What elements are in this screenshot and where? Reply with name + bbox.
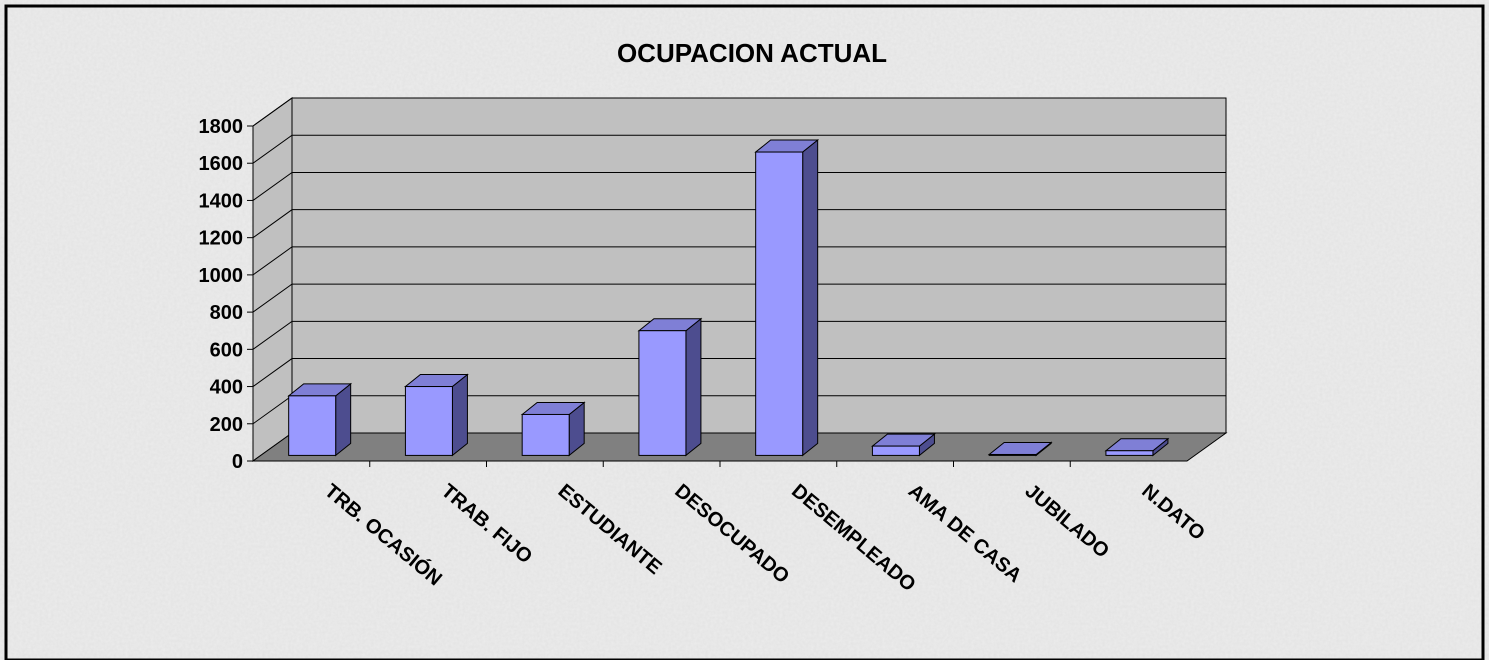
bar [520,401,586,457]
y-tick-label: 1600 [199,153,244,175]
bar-side [451,373,468,457]
grid-line [252,320,1226,350]
bar [987,441,1053,457]
bar-front [871,445,920,456]
y-tick-label: 600 [210,339,243,361]
floor [251,432,1228,462]
bar-front [1105,450,1154,456]
y-tick-label: 1200 [199,228,244,250]
bar-front [988,453,1037,456]
bar [287,382,353,457]
y-tick-label: 800 [210,302,243,324]
grid-line [252,358,1226,387]
y-tick-label: 400 [210,377,243,399]
y-tick-label: 1400 [199,190,244,212]
y-tick-label: 1800 [199,116,244,138]
bar-front [638,330,687,456]
bar-front [755,151,804,456]
y-tick-label: 1000 [199,265,244,287]
grid-line [252,134,1226,164]
side-wall [252,97,293,462]
chart-title: OCUPACION ACTUAL [617,38,887,68]
bar [754,138,820,457]
grid-line [252,209,1226,239]
grid-line [252,171,1226,201]
bar-side [685,317,702,457]
bar [403,373,469,457]
grid-line [252,97,1226,127]
bar [1104,437,1170,457]
bar-side [802,138,819,457]
y-tick-label: 200 [210,414,243,436]
bar-front [404,386,453,456]
bar-front [521,413,570,456]
bar [870,433,936,457]
bar-front [288,395,337,456]
bar [637,317,703,457]
grid-line [252,246,1226,276]
frame [4,4,1485,660]
y-tick-label: 0 [232,451,243,473]
grid-line [252,283,1226,313]
